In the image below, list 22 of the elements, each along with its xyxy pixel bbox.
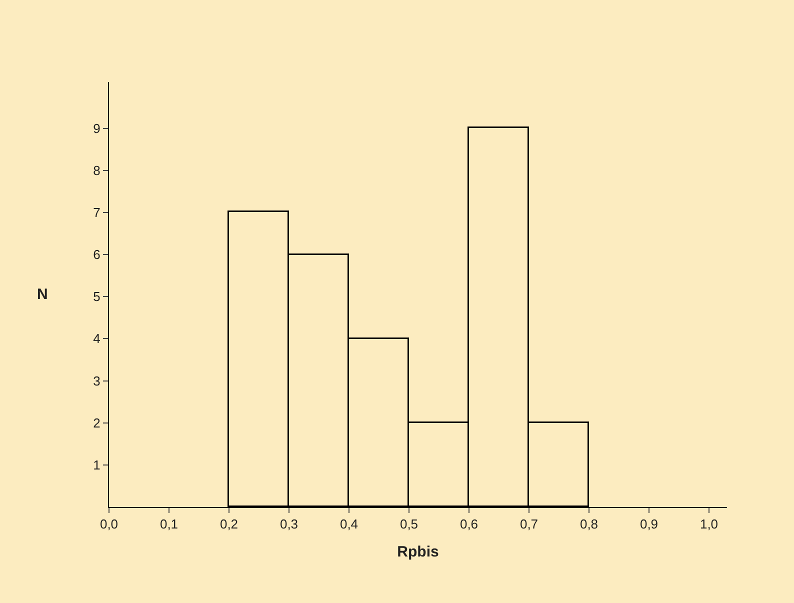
y-tick-label: 8 (93, 162, 100, 178)
y-tick-label: 3 (93, 373, 100, 388)
x-tick-label: 0,7 (520, 516, 538, 532)
x-tick-label: 0,0 (100, 516, 118, 532)
x-tick-label: 0,4 (340, 516, 358, 532)
y-tick-label: 2 (93, 415, 100, 430)
x-tick-label: 0,5 (400, 516, 418, 532)
y-axis-title: N (37, 286, 48, 303)
y-tick-label: 1 (93, 457, 100, 472)
y-tick-label: 9 (93, 120, 100, 136)
x-tick-label: 0,1 (160, 516, 178, 532)
x-tick-label: 0,3 (280, 516, 298, 532)
y-tick-label: 4 (93, 331, 100, 346)
y-tick-label: 7 (93, 205, 100, 220)
x-axis-title: Rpbis (397, 544, 439, 561)
x-tick-label: 0,9 (640, 516, 658, 532)
x-tick-label: 0,2 (220, 516, 238, 532)
y-tick-label: 6 (93, 247, 100, 262)
x-tick-label: 0,8 (580, 516, 598, 532)
y-tick-label: 5 (93, 289, 100, 304)
x-tick-label: 0,6 (460, 516, 478, 532)
x-tick-label: 1,0 (700, 516, 718, 532)
